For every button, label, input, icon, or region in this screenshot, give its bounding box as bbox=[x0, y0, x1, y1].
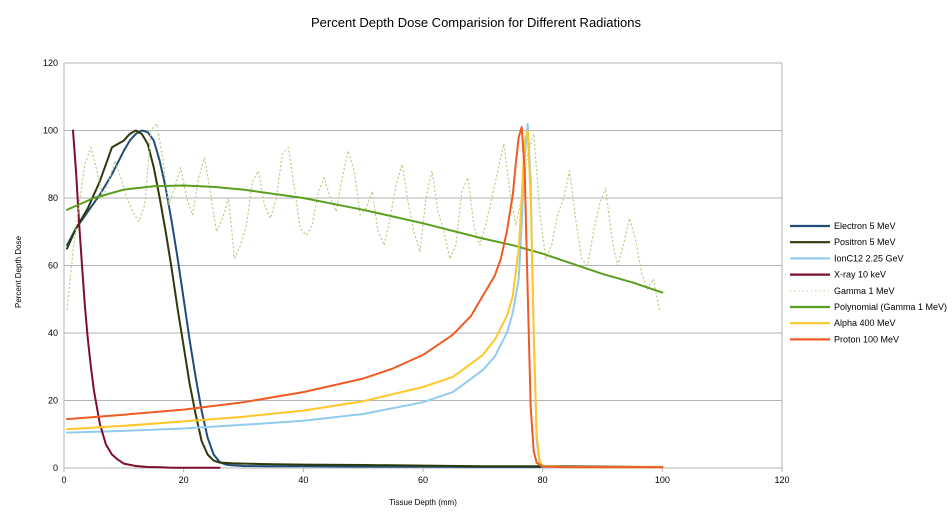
x-tick-label: 0 bbox=[61, 475, 66, 485]
chart-title: Percent Depth Dose Comparision for Diffe… bbox=[311, 15, 641, 30]
series-line-polynomial-gamma-1-mev bbox=[66, 184, 664, 294]
y-tick-label: 120 bbox=[43, 58, 58, 68]
legend-label-polynomial-gamma-1-mev: Polynomial (Gamma 1 MeV) bbox=[834, 302, 947, 312]
y-tick-label: 40 bbox=[48, 328, 58, 338]
series-line-x-ray-10-kev bbox=[72, 129, 221, 469]
y-tick-label: 20 bbox=[48, 396, 58, 406]
series-line-proton-100-mev bbox=[66, 126, 664, 469]
x-tick-label: 80 bbox=[538, 475, 548, 485]
grid-layer bbox=[64, 62, 782, 469]
x-tick-label: 40 bbox=[298, 475, 308, 485]
legend-label-alpha-400-mev: Alpha 400 MeV bbox=[834, 318, 896, 328]
legend-label-positron-5-mev: Positron 5 MeV bbox=[834, 237, 896, 247]
legend-label-ionc12-2-25-gev: IonC12 2.25 GeV bbox=[834, 253, 904, 263]
series-line-electron-5-mev bbox=[66, 129, 664, 469]
legend-label-electron-5-mev: Electron 5 MeV bbox=[834, 221, 896, 231]
y-tick-label: 0 bbox=[53, 463, 58, 473]
y-axis-title: Percent Depth Dose bbox=[14, 235, 23, 308]
x-tick-label: 60 bbox=[418, 475, 428, 485]
x-tick-label: 120 bbox=[774, 475, 789, 485]
series-layer bbox=[66, 122, 664, 469]
y-tick-label: 60 bbox=[48, 261, 58, 271]
axis-layer: 0 20 40 60 80 100 120 0 20 40 60 80 100 120 bbox=[43, 58, 790, 485]
legend-label-x-ray-10-kev: X-ray 10 keV bbox=[834, 270, 886, 280]
legend: Electron 5 MeV Positron 5 MeV IonC12 2.25 … bbox=[790, 221, 947, 344]
legend-label-proton-100-mev: Proton 100 MeV bbox=[834, 334, 899, 344]
x-tick-label: 100 bbox=[655, 475, 670, 485]
x-axis-title: Tissue Depth (mm) bbox=[389, 498, 457, 507]
y-tick-label: 100 bbox=[43, 126, 58, 136]
series-line-positron-5-mev bbox=[66, 129, 664, 468]
x-tick-label: 20 bbox=[179, 475, 189, 485]
y-tick-label: 80 bbox=[48, 193, 58, 203]
series-line-alpha-400-mev bbox=[66, 129, 664, 469]
legend-label-gamma-1-mev: Gamma 1 MeV bbox=[834, 286, 895, 296]
series-line-gamma-1-mev bbox=[66, 123, 660, 310]
